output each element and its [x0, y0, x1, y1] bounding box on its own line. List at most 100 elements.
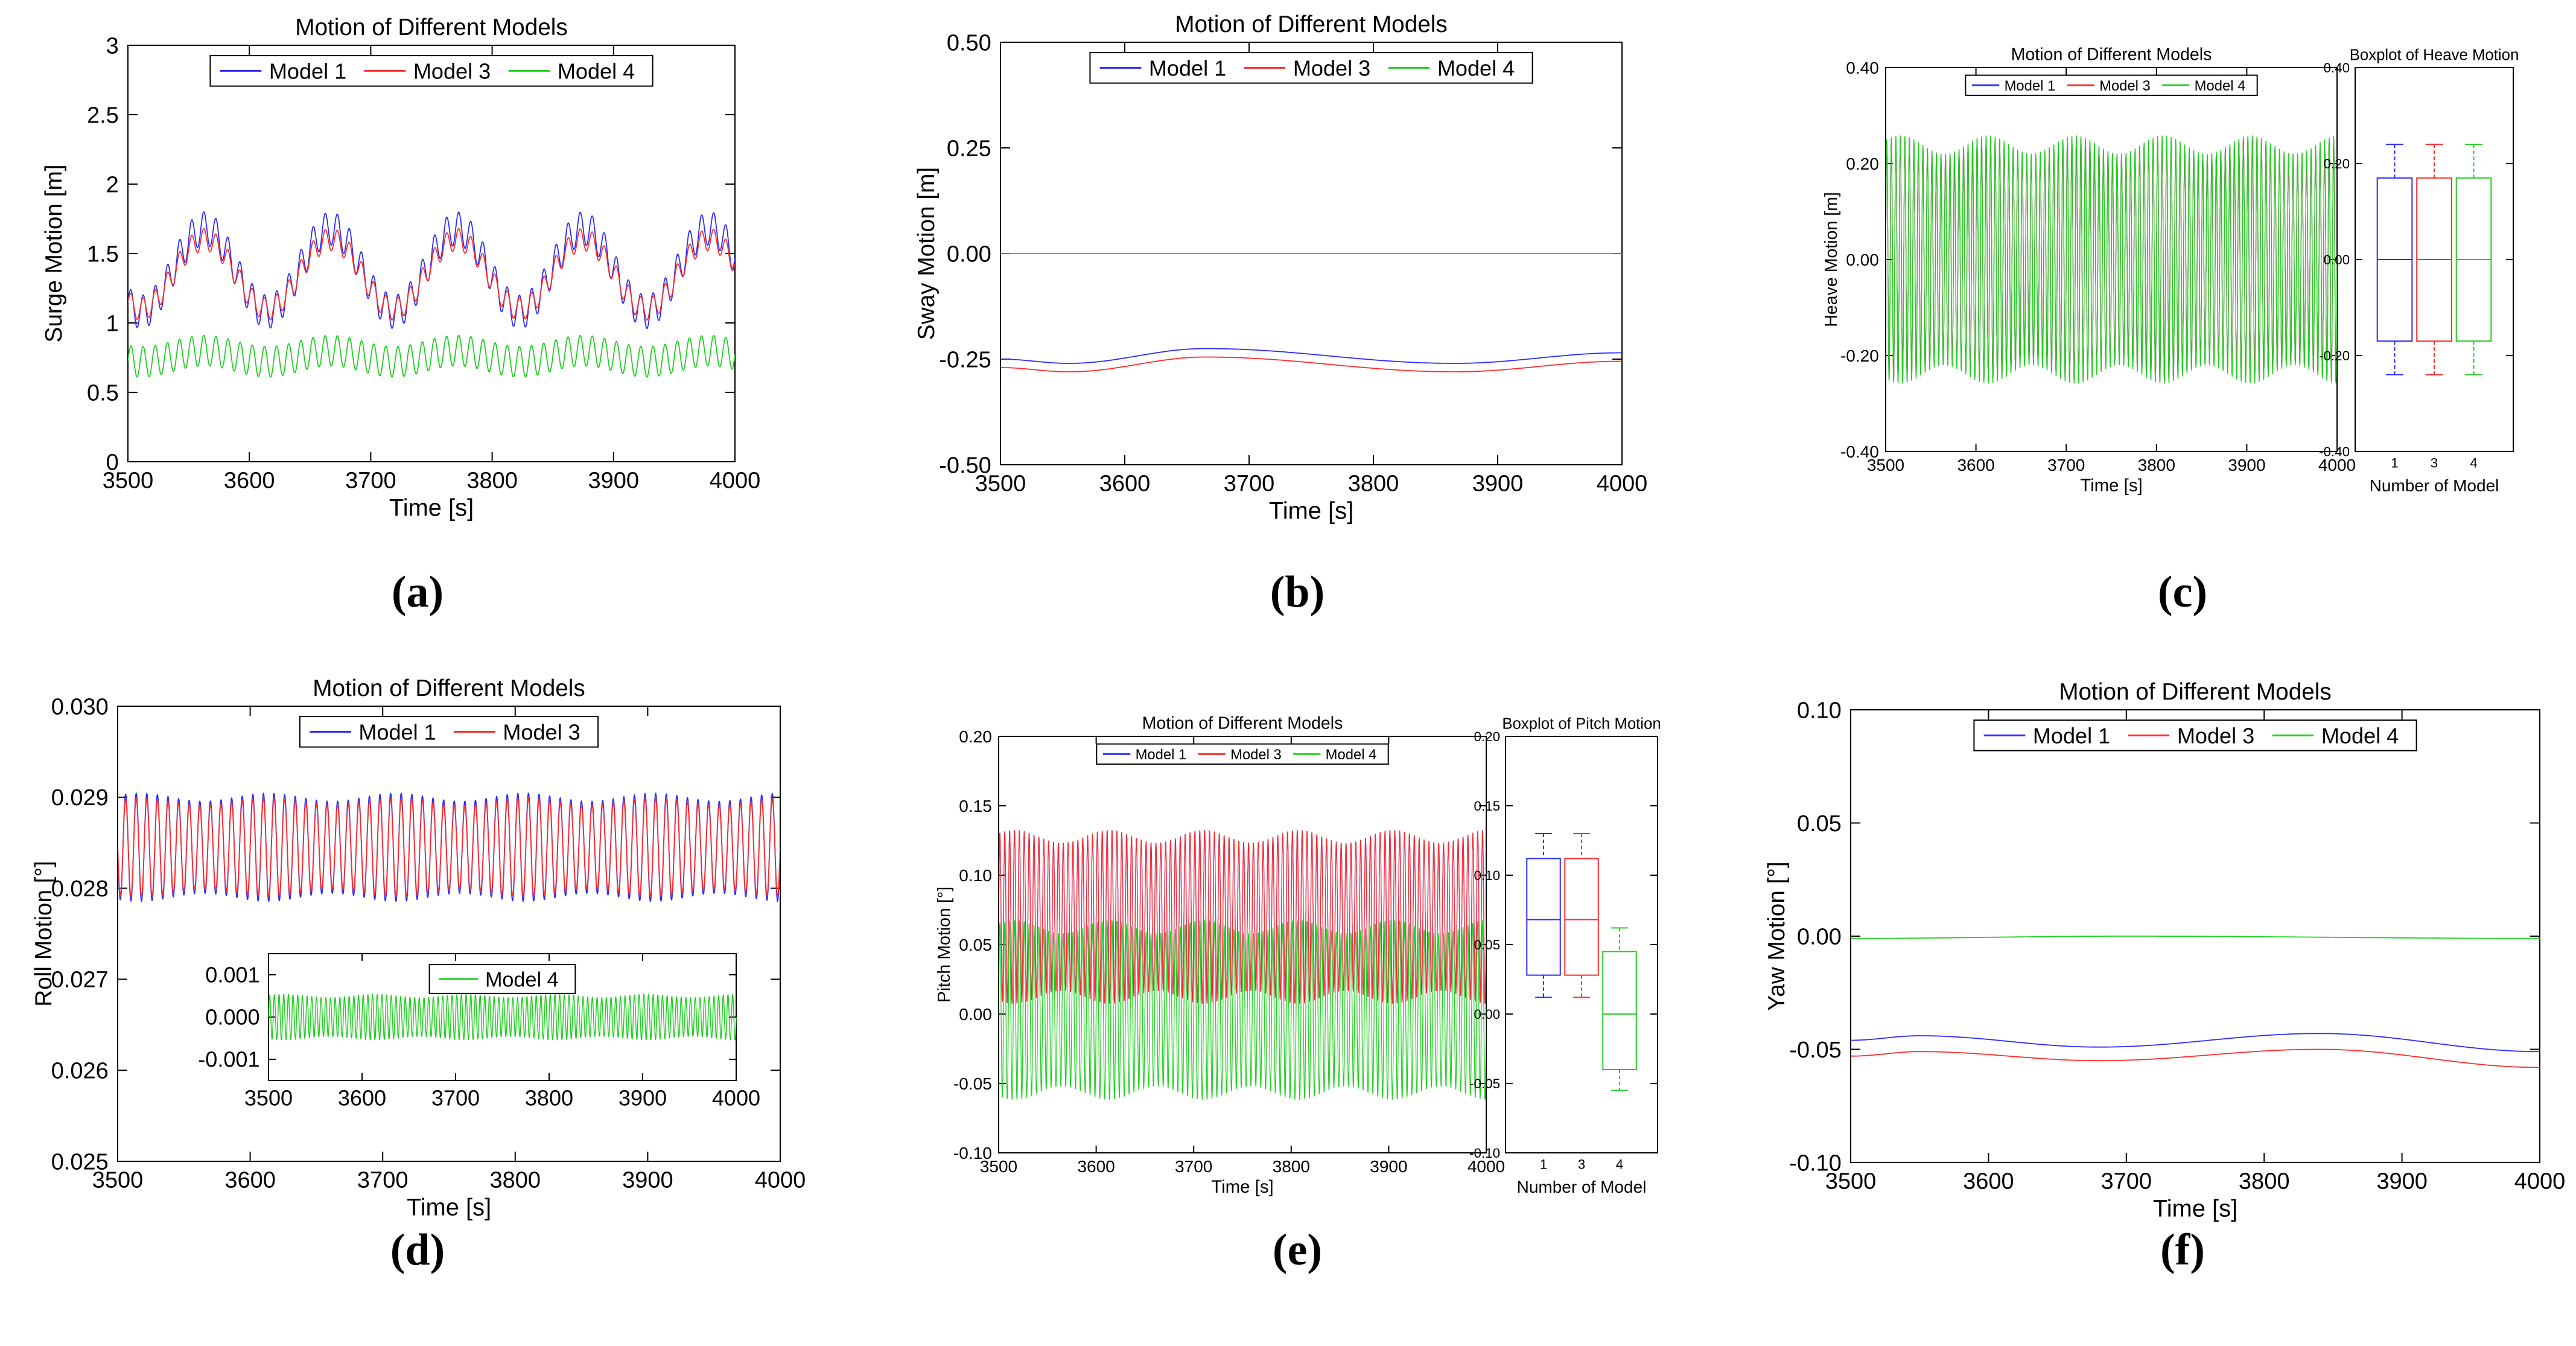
panel-d-legend-label-model-1: Model 1: [358, 719, 436, 744]
panel-c-xtick-label: 3700: [2047, 456, 2085, 474]
panel-c-boxplot-ytick-label: -0.40: [2319, 444, 2350, 459]
panel-f-series-model-4: [1851, 936, 2540, 939]
panel-e-series-model-4: [999, 920, 1486, 1100]
panel-c-boxplot-category-label: 1: [2391, 456, 2398, 471]
panel-c-xlabel: Time [s]: [2080, 476, 2142, 496]
panel-b-ytick-label: -0.25: [939, 347, 991, 372]
panel-f-ytick-label: -0.05: [1789, 1038, 1842, 1063]
panel-e-legend-label-model-3: Model 3: [1230, 747, 1282, 763]
panel-f-caption: (f): [2160, 1225, 2205, 1275]
panel-a-ytick-label: 1: [106, 311, 119, 336]
panel-c-boxplot-ytick-label: 0.00: [2323, 252, 2350, 267]
panel-e-xtick-label: 4000: [1468, 1157, 1505, 1176]
panel-a-series: [128, 211, 735, 378]
panel-f-legend-label-model-1: Model 1: [2033, 723, 2110, 748]
panel-e-ylabel: Pitch Motion [°]: [935, 887, 954, 1003]
panel-c-ytick-label: 0.20: [1846, 155, 1879, 173]
panel-e-ytick-label: 0.15: [959, 797, 992, 815]
panel-c-boxplot-xlabel: Number of Model: [2370, 476, 2499, 495]
panel-e-boxplot-box-model-4: [1602, 927, 1637, 1091]
panel-f-ytick-label: 0.10: [1797, 698, 1842, 723]
panel-a-legend-label-model-4: Model 4: [558, 59, 635, 83]
panel-c-boxplot-box-model-1: [2376, 144, 2413, 375]
panel-b-xtick-label: 3500: [975, 471, 1026, 497]
panel-c-boxplot-ytick-label: 0.40: [2323, 60, 2350, 75]
panel-b-series-model-1: [1000, 348, 1622, 364]
panel-e-ytick-label: -0.10: [953, 1144, 992, 1163]
panel-d: 3500 3600 3700 3800 3900 4000 0.025 0.026 0.027 0…: [31, 675, 806, 1275]
panel-d-xtick-label: 3800: [490, 1168, 541, 1193]
panel-e-legend: Model 1 Model 3 Model 4: [1096, 743, 1389, 765]
panel-a-ytick-label: 0: [106, 450, 119, 475]
panel-d-caption-label: (d): [390, 1225, 445, 1275]
panel-b-xtick-label: 3900: [1472, 471, 1524, 497]
panel-d-series-model-3: [118, 797, 780, 898]
panel-d-inset-xtick-label: 3700: [431, 1086, 480, 1111]
panel-a-ytick-label: 3: [106, 33, 119, 59]
panel-b-xtick-label: 4000: [1597, 471, 1648, 497]
panel-b-xtick-label: 3700: [1224, 471, 1275, 497]
panel-e-boxplot-ytick-label: 0.05: [1474, 937, 1500, 952]
panel-a: 3500 3600 3700 3800 3900 4000 0 0.5 1 1.5 2 2.5 3 Mot…: [41, 14, 760, 617]
panel-e-boxplot-ytick-label: 0.20: [1474, 729, 1500, 744]
panel-e-legend-label-model-1: Model 1: [1136, 747, 1187, 763]
panel-f-xtick-label: 3600: [1963, 1169, 2014, 1194]
panel-e-legend-box: [1096, 743, 1389, 765]
panel-d-xtick-label: 3600: [224, 1168, 276, 1193]
panel-c-boxplot-box-model-3: [2416, 144, 2452, 375]
panel-b-legend-label-model-1: Model 1: [1149, 56, 1226, 80]
panel-e-xtick-label: 3700: [1175, 1157, 1212, 1176]
panel-d-xtick-label: 4000: [755, 1168, 806, 1193]
panel-d-ytick-label: 0.026: [51, 1059, 109, 1084]
panel-e-boxplot-ytick-label: 0.15: [1474, 799, 1500, 814]
panel-b-ytick-label: -0.50: [939, 453, 991, 478]
panel-e-legend-label-model-4: Model 4: [1326, 747, 1377, 763]
panel-f-legend-label-model-4: Model 4: [2321, 723, 2399, 748]
panel-e-series-model-3: [999, 830, 1486, 1004]
panel-b-caption: (b): [1270, 567, 1325, 617]
panel-b-legend-label-model-4: Model 4: [1437, 56, 1515, 80]
panel-b-title: Motion of Different Models: [1175, 11, 1448, 37]
panel-a-ytick-label: 2: [106, 172, 119, 197]
panel-a-xtick-label: 3800: [466, 468, 518, 494]
panel-e-xtick-label: 3800: [1273, 1157, 1310, 1176]
panel-c-xtick-label: 3800: [2138, 456, 2175, 474]
panel-e-xtick-label: 3500: [980, 1157, 1017, 1176]
panel-b-ytick-label: 0.50: [947, 30, 991, 56]
panel-d-xtick-label: 3900: [622, 1168, 673, 1193]
panel-c-legend: Model 1 Model 3 Model 4: [1965, 74, 2258, 96]
panel-c-ylabel: Heave Motion [m]: [1822, 192, 1841, 327]
panel-b-caption-label: (b): [1270, 567, 1325, 617]
panel-a-xtick-label: 3900: [588, 468, 640, 494]
panel-a-legend-label-model-3: Model 3: [413, 59, 491, 83]
panel-c-ytick-label: 0.40: [1846, 59, 1879, 77]
panel-d-ytick-label: 0.028: [51, 876, 109, 902]
panel-d-inset-legend: Model 4: [428, 964, 576, 994]
panel-d-caption: (d): [390, 1225, 445, 1275]
panel-d-legend-label-model-3: Model 3: [503, 719, 580, 744]
panel-b-xlabel: Time [s]: [1269, 497, 1353, 524]
panel-a-ytick-label: 2.5: [87, 103, 119, 128]
panel-a-ytick-label: 0.5: [87, 380, 119, 406]
panel-d-ytick-label: 0.030: [51, 694, 109, 719]
panel-b-legend-box: [1089, 52, 1533, 84]
panel-d-inset-ytick-label: -0.001: [198, 1047, 259, 1072]
panel-e-xlabel: Time [s]: [1211, 1177, 1273, 1197]
panel-f-xlabel: Time [s]: [2153, 1195, 2237, 1222]
panel-c-boxplot-title: Boxplot of Heave Motion: [2350, 46, 2519, 63]
panel-a-xlabel: Time [s]: [389, 494, 474, 521]
panel-f-ytick-label: 0.00: [1797, 924, 1842, 949]
panel-d-xtick-label: 3500: [92, 1168, 144, 1193]
panel-c-legend-label-model-4: Model 4: [2195, 78, 2246, 94]
panel-e-ytick-label: -0.05: [953, 1074, 992, 1093]
panel-d-ytick-label: 0.025: [51, 1149, 109, 1175]
panel-f-xtick-label: 3700: [2101, 1169, 2152, 1194]
panel-f-xtick-label: 3500: [1825, 1169, 1877, 1194]
panel-d-inset: 3500 3600 3700 3800 3900 4000 -0.001 0.000 0.001…: [198, 953, 760, 1111]
panel-c-xtick-label: 4000: [2318, 456, 2356, 474]
panel-d-inset-xtick-label: 3500: [244, 1086, 293, 1111]
panel-f-series-model-3: [1851, 1048, 2540, 1068]
panel-e-boxplot-box-model-1: [1526, 833, 1561, 998]
panel-a-series-model-4: [128, 334, 735, 378]
panel-b: 3500 3600 3700 3800 3900 4000 -0.50 -0.25 0.00 0.…: [914, 11, 1647, 617]
